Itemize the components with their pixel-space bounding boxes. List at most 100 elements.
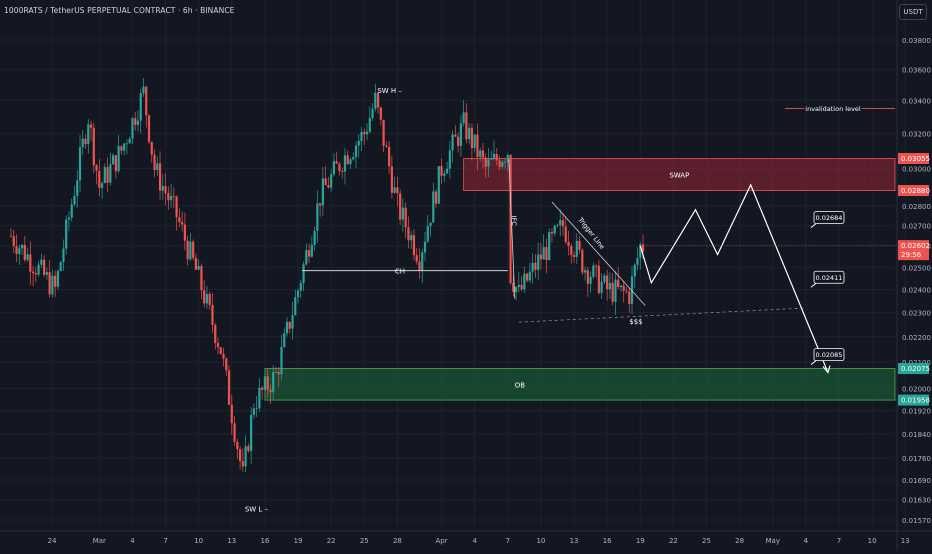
candle-body: [20, 244, 24, 249]
candle-body: [476, 134, 479, 158]
candle-body: [236, 441, 239, 450]
candle-body: [310, 244, 313, 257]
candle-body: [636, 257, 639, 265]
candle-body: [178, 217, 181, 222]
candle-body: [219, 347, 222, 354]
candle-body: [128, 138, 131, 144]
candle-body: [59, 262, 62, 271]
candle-body: [583, 270, 587, 273]
candle-body: [106, 167, 109, 183]
price-tick-label: 0.02700: [902, 223, 931, 231]
candle-body: [404, 207, 407, 228]
swing-high-label: SW H –: [377, 87, 402, 95]
liquidity-line: [518, 307, 806, 323]
candle-body: [172, 196, 175, 197]
price-label: 0.02880: [901, 187, 930, 195]
candle-body: [567, 241, 570, 247]
price-tick-label: 0.01690: [902, 477, 931, 485]
price-label: 0.02075: [901, 365, 930, 373]
candle-body: [167, 193, 170, 201]
candle-body: [205, 293, 209, 304]
candle-body: [603, 275, 606, 282]
candle-body: [484, 157, 487, 167]
candle-body: [539, 254, 543, 260]
candle-body: [561, 220, 565, 227]
candle-body: [628, 291, 631, 304]
candle-body: [255, 408, 258, 410]
price-label: 0.03055: [901, 155, 930, 163]
price-tick-label: 0.01920: [902, 408, 931, 416]
candle-body: [487, 159, 490, 167]
candle-body: [376, 92, 380, 108]
candle-body: [608, 283, 612, 290]
candle-body: [9, 235, 13, 237]
candle-body: [415, 255, 418, 262]
candle-body: [401, 207, 405, 220]
candle-body: [194, 257, 198, 270]
candle-body: [399, 193, 402, 220]
candle-body: [15, 246, 18, 255]
candle-body: [462, 112, 465, 124]
candle-body: [625, 290, 628, 292]
price-label: 0.01958: [901, 397, 930, 405]
candle-body: [233, 423, 236, 442]
candles: [9, 78, 645, 473]
time-tick-label: 4: [130, 537, 135, 545]
swap-label: SWAP: [669, 172, 689, 180]
candle-body: [523, 273, 526, 290]
candle-body: [526, 273, 529, 281]
candle-body: [332, 161, 336, 175]
candle-body: [70, 204, 73, 218]
price-axis[interactable]: 0.03800 0.03600 0.03400 0.03200 0.03000 0.028…: [896, 0, 931, 550]
candle-body: [451, 134, 454, 151]
candle-body: [335, 161, 338, 164]
candle-body: [343, 155, 347, 172]
price-label-bg: [898, 153, 929, 165]
candle-body: [517, 284, 520, 288]
candle-body: [606, 275, 609, 290]
candle-body: [169, 196, 173, 201]
candle-body: [501, 162, 504, 167]
time-axis[interactable]: 24 Mar 4 7 10 13 16 19 22 25 28 Apr 4 7 10 13 16 19 22 25 28…: [0, 530, 932, 545]
candle-body: [29, 254, 32, 272]
candle-body: [633, 264, 636, 277]
price-tick-label: 0.03200: [902, 130, 931, 138]
price-tick-label: 0.02400: [902, 287, 931, 295]
candle-body: [145, 86, 148, 116]
time-tick-label: 16: [603, 537, 612, 545]
price-tick-label: 0.02100: [902, 359, 931, 367]
candle-body: [285, 321, 289, 334]
candle-body: [572, 254, 576, 257]
candle-body: [470, 127, 474, 149]
candle-body: [109, 164, 112, 183]
candle-body: [440, 166, 443, 176]
liquidity-label: $$$: [629, 318, 642, 326]
candle-body: [241, 461, 244, 467]
price-tick-label: 0.03800: [902, 37, 931, 45]
price-tick-label: 0.03000: [902, 165, 931, 173]
candle-body: [214, 324, 217, 343]
candle-body: [321, 178, 324, 206]
candle-body: [611, 283, 614, 302]
candle-body: [56, 270, 60, 287]
time-tick-label: 4: [472, 537, 477, 545]
candle-body: [313, 230, 316, 245]
candle-body: [156, 163, 159, 171]
zones: SWAP OB: [264, 158, 896, 401]
candle-body: [589, 276, 592, 284]
candle-body: [495, 153, 498, 161]
candle-body: [586, 270, 589, 284]
candle-body: [161, 186, 164, 191]
candle-body: [630, 276, 634, 304]
candle-body: [393, 187, 396, 193]
target-box-label: 0.02411: [816, 274, 843, 282]
target-pointer: [810, 282, 817, 288]
price-tick-label: 0.03400: [902, 97, 931, 105]
time-tick-label: 24: [48, 537, 57, 545]
candle-body: [54, 275, 57, 287]
ob-label: OB: [515, 381, 526, 389]
candle-body: [595, 265, 598, 267]
currency-button[interactable]: USDT: [899, 4, 927, 20]
